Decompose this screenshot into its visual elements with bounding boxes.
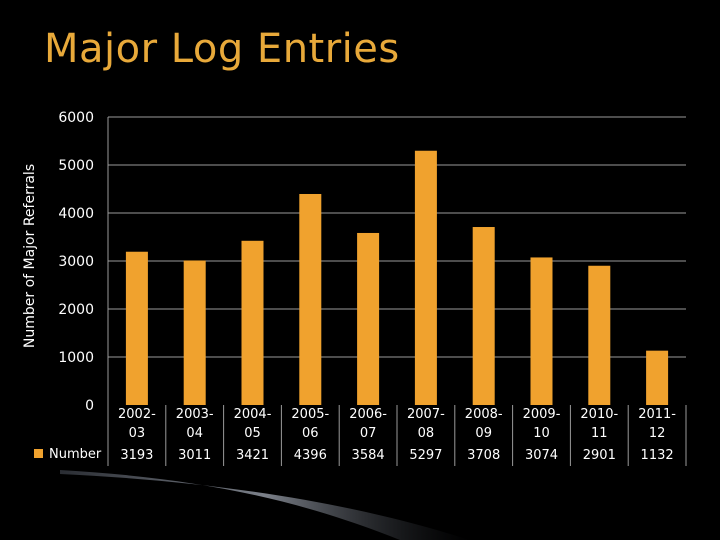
bar [299,193,322,405]
legend-label: Number [49,447,102,462]
y-tick-label: 5000 [58,158,94,174]
x-tick-label: 2004- [234,407,272,422]
bar [414,150,437,405]
y-tick-label: 0 [85,398,94,414]
data-label: 1132 [641,448,674,463]
x-tick-label: 2011- [638,407,676,422]
data-label: 2901 [583,448,616,463]
x-tick-label: 06 [302,426,319,441]
x-tick-label: 07 [360,426,377,441]
x-tick-label: 2005- [291,407,329,422]
data-label: 3421 [236,448,269,463]
data-label: 3193 [120,448,153,463]
x-tick-label: 2007- [407,407,445,422]
bars [125,150,669,405]
bar [472,227,495,405]
bar [646,350,669,405]
x-tick-label: 2002- [118,407,156,422]
bar [183,260,206,405]
y-tick-label: 4000 [58,206,94,222]
x-tick-label: 08 [418,426,435,441]
x-tick-label: 04 [186,426,203,441]
y-tick-label: 1000 [58,350,94,366]
x-tick-label: 2008- [465,407,503,422]
x-tick-label: 2006- [349,407,387,422]
data-label: 3074 [525,448,558,463]
x-tick-label: 09 [475,426,492,441]
x-tick-label: 2009- [523,407,561,422]
y-axis-ticks: 0 1000 2000 3000 4000 5000 6000 [58,110,94,414]
x-tick-label: 05 [244,426,261,441]
x-tick-label: 2003- [176,407,214,422]
bar [588,265,611,405]
x-tick-label: 12 [649,426,666,441]
x-tick-label: 2010- [580,407,618,422]
bar [125,251,148,405]
decorative-band [60,470,470,540]
x-tick-label: 11 [591,426,608,441]
slide-title: Major Log Entries [44,26,400,72]
y-tick-label: 6000 [58,110,94,126]
bar [241,240,264,405]
legend: Number [34,447,102,462]
data-label: 4396 [294,448,327,463]
data-label: 3584 [352,448,385,463]
data-label: 5297 [409,448,442,463]
legend-swatch [34,449,43,458]
y-axis-label: Number of Major Referrals [22,164,38,348]
x-axis-categories: 2002- 03 2003- 04 2004- 05 2005- 06 2006- 07 2007-… [118,407,676,441]
bar [357,232,380,405]
data-label: 3011 [178,448,211,463]
y-tick-label: 2000 [58,302,94,318]
y-tick-label: 3000 [58,254,94,270]
x-tick-label: 10 [533,426,550,441]
data-table-values: 3193 3011 3421 4396 3584 5297 3708 3074 2901 1132 [120,448,673,463]
data-label: 3708 [467,448,500,463]
bar [530,257,553,405]
x-tick-label: 03 [129,426,146,441]
